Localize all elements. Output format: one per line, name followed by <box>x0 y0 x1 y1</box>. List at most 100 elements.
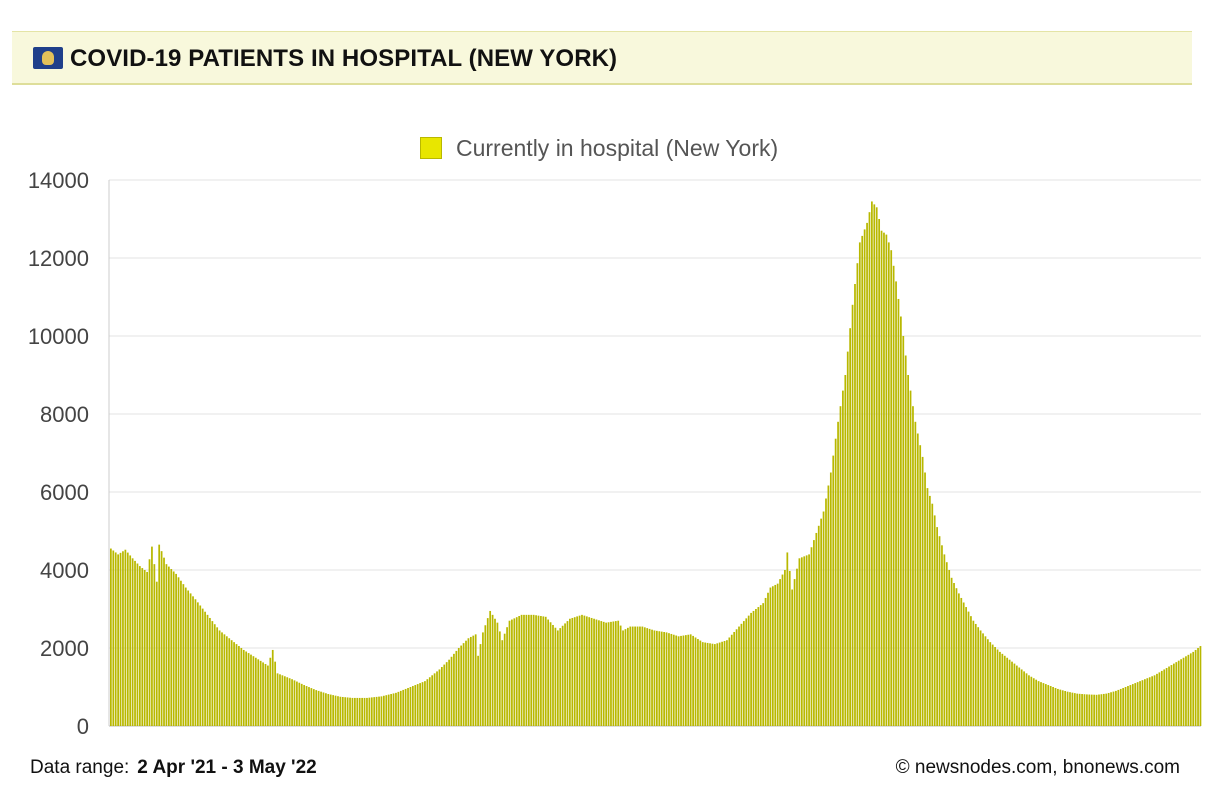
bar[interactable] <box>1071 692 1074 726</box>
bar[interactable] <box>1100 694 1103 726</box>
bar[interactable] <box>489 610 492 726</box>
bar[interactable] <box>675 635 678 726</box>
bar[interactable] <box>769 587 772 726</box>
bar[interactable] <box>844 375 847 726</box>
bar[interactable] <box>535 615 537 726</box>
bar[interactable] <box>873 204 876 727</box>
bar[interactable] <box>817 525 820 726</box>
bar[interactable] <box>477 655 479 726</box>
bar[interactable] <box>643 627 646 726</box>
bar[interactable] <box>177 577 180 726</box>
bar[interactable] <box>974 623 977 726</box>
bar[interactable] <box>114 552 117 726</box>
bar[interactable] <box>1117 689 1120 726</box>
bar[interactable] <box>450 656 453 726</box>
bar[interactable] <box>1028 675 1030 726</box>
bar[interactable] <box>1102 693 1105 726</box>
bar[interactable] <box>950 577 953 726</box>
bar[interactable] <box>829 472 832 727</box>
bar[interactable] <box>561 625 564 726</box>
bar[interactable] <box>317 690 320 726</box>
bar[interactable] <box>784 570 786 726</box>
bar[interactable] <box>547 619 550 726</box>
bar[interactable] <box>291 679 293 726</box>
bar[interactable] <box>656 630 658 726</box>
bar[interactable] <box>887 242 890 726</box>
bar[interactable] <box>1131 684 1134 726</box>
bar[interactable] <box>767 592 769 726</box>
bar[interactable] <box>803 556 806 726</box>
bar[interactable] <box>235 644 238 726</box>
bar[interactable] <box>957 593 960 726</box>
bar[interactable] <box>788 570 791 726</box>
bar[interactable] <box>131 558 134 726</box>
bar[interactable] <box>776 583 779 726</box>
bar[interactable] <box>339 696 342 726</box>
bar[interactable] <box>962 602 965 727</box>
bar[interactable] <box>356 697 359 726</box>
bar[interactable] <box>462 643 465 727</box>
bar[interactable] <box>1057 688 1059 726</box>
bar[interactable] <box>1141 680 1144 726</box>
bar[interactable] <box>1066 691 1069 726</box>
bar[interactable] <box>704 642 707 726</box>
bar[interactable] <box>1040 682 1042 727</box>
bar[interactable] <box>701 642 704 726</box>
bar[interactable] <box>639 626 641 726</box>
bar[interactable] <box>523 614 525 726</box>
bar[interactable] <box>880 230 883 726</box>
bar[interactable] <box>341 696 344 726</box>
bar[interactable] <box>590 617 593 726</box>
bar[interactable] <box>320 691 322 726</box>
bar[interactable] <box>187 590 190 726</box>
bar[interactable] <box>518 616 521 726</box>
bar[interactable] <box>267 665 269 726</box>
bar[interactable] <box>204 611 206 726</box>
bar[interactable] <box>1044 684 1047 726</box>
bar[interactable] <box>392 693 395 726</box>
bar[interactable] <box>856 263 859 726</box>
bar[interactable] <box>228 638 231 726</box>
bar[interactable] <box>223 634 226 726</box>
bar[interactable] <box>793 579 796 726</box>
bar[interactable] <box>697 639 699 726</box>
bar[interactable] <box>136 563 139 727</box>
bar[interactable] <box>808 554 810 726</box>
bar[interactable] <box>846 351 849 726</box>
bar[interactable] <box>247 653 250 726</box>
bar[interactable] <box>196 602 199 726</box>
bar[interactable] <box>192 596 194 726</box>
bar[interactable] <box>329 694 332 726</box>
bar[interactable] <box>771 586 774 726</box>
bar[interactable] <box>916 433 919 727</box>
bar[interactable] <box>346 697 349 726</box>
bar[interactable] <box>1083 694 1086 726</box>
bar[interactable] <box>875 207 878 727</box>
bar[interactable] <box>897 298 900 726</box>
bar[interactable] <box>805 555 808 727</box>
bar[interactable] <box>559 628 562 726</box>
bar[interactable] <box>624 629 627 726</box>
bar[interactable] <box>399 690 402 726</box>
bar[interactable] <box>271 649 274 726</box>
bar[interactable] <box>759 605 762 726</box>
bar[interactable] <box>549 622 552 726</box>
bar[interactable] <box>269 657 272 726</box>
bar[interactable] <box>578 615 581 726</box>
bar[interactable] <box>892 265 895 726</box>
bar[interactable] <box>1185 656 1187 726</box>
bar[interactable] <box>508 620 511 726</box>
bar[interactable] <box>544 616 547 726</box>
bar[interactable] <box>148 559 151 726</box>
bar[interactable] <box>138 566 141 726</box>
bar[interactable] <box>1073 693 1076 726</box>
bar[interactable] <box>842 390 844 726</box>
bar[interactable] <box>402 689 405 726</box>
bar[interactable] <box>1146 678 1149 726</box>
bar[interactable] <box>411 686 414 726</box>
bar[interactable] <box>167 566 170 726</box>
bar[interactable] <box>361 697 363 726</box>
bar[interactable] <box>363 697 366 726</box>
bar[interactable] <box>315 690 318 726</box>
bar[interactable] <box>581 614 583 726</box>
